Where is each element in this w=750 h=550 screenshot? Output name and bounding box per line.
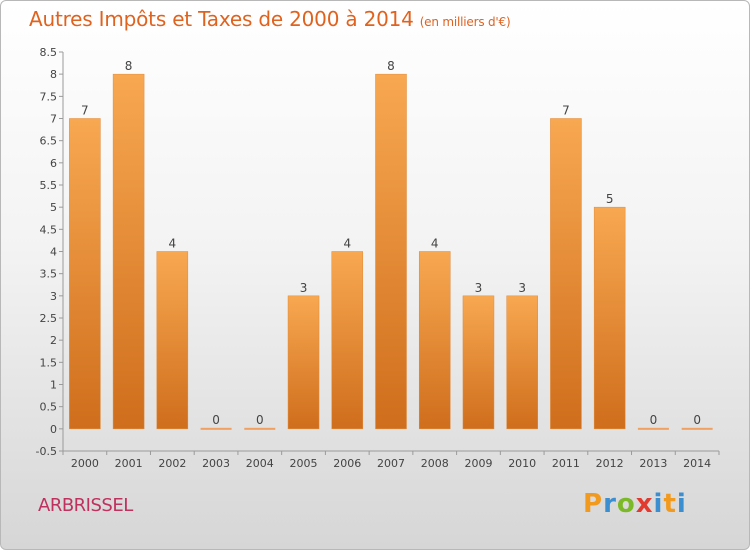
- bar: [200, 427, 232, 430]
- bar: [244, 427, 276, 430]
- x-tick-label: 2000: [71, 457, 99, 470]
- bar: [637, 427, 669, 430]
- bar-value-label: 7: [81, 104, 89, 118]
- logo-letter: o: [616, 489, 636, 519]
- bar: [593, 206, 626, 430]
- x-tick-label: 2013: [639, 457, 667, 470]
- proxiti-logo: Proxiti: [583, 489, 687, 519]
- chart-title: Autres Impôts et Taxes de 2000 à 2014 (en…: [29, 7, 511, 31]
- x-tick-label: 2003: [202, 457, 230, 470]
- bar-value-label: 4: [169, 237, 177, 251]
- bar-value-label: 3: [518, 281, 526, 295]
- y-tick-label: 5: [50, 201, 57, 214]
- bar: [156, 251, 189, 430]
- bar-value-label: 3: [300, 281, 308, 295]
- y-tick-label: 7.5: [40, 90, 58, 103]
- chart-title-text: Autres Impôts et Taxes de 2000 à 2014: [29, 7, 414, 31]
- y-tick-label: 3: [50, 290, 57, 303]
- bar-value-label: 0: [650, 413, 658, 427]
- commune-name: ARBRISSEL: [38, 495, 133, 516]
- chart-y-tick-labels: -0.5 0 0.5 1 1.5 2 2.5 3 3.5 4 4.5 5 5.5 6 6.5 7 7.5 8 8.5: [36, 46, 63, 458]
- x-tick-label: 2004: [246, 457, 274, 470]
- y-tick-label: 2: [50, 334, 57, 347]
- bar: [375, 73, 407, 430]
- y-tick-label: 8: [50, 68, 57, 81]
- x-tick-label: 2007: [377, 457, 405, 470]
- bar: [331, 251, 364, 430]
- bar: [550, 118, 582, 430]
- x-tick-label: 2002: [158, 457, 186, 470]
- y-tick-label: 8.5: [40, 46, 58, 59]
- bar-value-label: 7: [562, 104, 570, 118]
- bar: [506, 295, 538, 430]
- y-tick-label: 4.5: [40, 223, 58, 236]
- x-tick-label: 2014: [683, 457, 711, 470]
- y-tick-label: 1.5: [40, 356, 58, 369]
- bar-value-label: 0: [256, 413, 264, 427]
- y-tick-label: 0: [50, 423, 57, 436]
- y-tick-label: 4: [50, 246, 57, 259]
- y-tick-label: 2.5: [40, 312, 58, 325]
- chart-subtitle: (en milliers d'€): [419, 15, 511, 29]
- x-tick-label: 2008: [421, 457, 449, 470]
- y-tick-label: 0.5: [40, 401, 58, 414]
- bar-value-label: 8: [387, 59, 395, 73]
- bar-value-label: 0: [212, 413, 220, 427]
- bar: [112, 73, 145, 430]
- bar-value-label: 8: [125, 59, 133, 73]
- x-tick-label: 2012: [596, 457, 624, 470]
- bar: [287, 295, 320, 430]
- y-tick-label: 6: [50, 157, 57, 170]
- y-tick-label: 7: [50, 113, 57, 126]
- chart-bars: [69, 73, 713, 430]
- bar: [681, 427, 713, 430]
- y-tick-label: -0.5: [36, 445, 57, 458]
- y-tick-label: 3.5: [40, 268, 58, 281]
- bar-value-label: 5: [606, 192, 614, 206]
- bar-value-label: 0: [693, 413, 701, 427]
- y-tick-label: 5.5: [40, 179, 58, 192]
- logo-letter: P: [583, 489, 604, 519]
- logo-letter: x: [635, 489, 654, 519]
- bar: [462, 295, 495, 430]
- x-tick-label: 2001: [115, 457, 143, 470]
- logo-letter: i: [676, 489, 687, 519]
- x-tick-label: 2006: [333, 457, 361, 470]
- bar-value-label: 3: [475, 281, 483, 295]
- chart-x-tick-labels: 2000 2001 2002 2003 2004 2005 2006 2007 2008 2009…: [62, 451, 720, 470]
- bar-value-label: 4: [343, 237, 351, 251]
- bar-value-label: 4: [431, 237, 439, 251]
- logo-letter: t: [663, 489, 677, 519]
- x-tick-label: 2010: [508, 457, 536, 470]
- x-tick-label: 2009: [464, 457, 492, 470]
- logo-letter: r: [603, 489, 617, 519]
- y-tick-label: 6.5: [40, 135, 58, 148]
- bar: [418, 251, 451, 430]
- logo-letter: i: [653, 489, 664, 519]
- bar: [69, 118, 101, 430]
- y-tick-label: 1: [50, 379, 57, 392]
- x-tick-label: 2005: [290, 457, 318, 470]
- x-tick-label: 2011: [552, 457, 580, 470]
- chart-data-labels: 7 8 4 0 0 3 4 8 4 3 3 7 5 0 0: [81, 59, 701, 427]
